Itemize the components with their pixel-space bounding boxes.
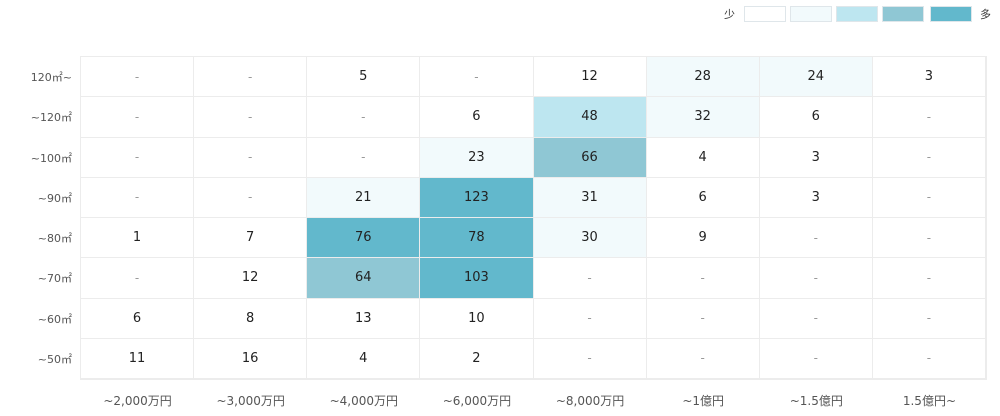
heatmap-cell: - xyxy=(307,137,421,178)
heatmap-cell: - xyxy=(81,258,195,299)
row-label: ~90㎡ xyxy=(37,191,72,205)
row-label: ~120㎡ xyxy=(30,111,72,125)
heatmap-cell: - xyxy=(194,137,308,178)
heatmap-cell: - xyxy=(872,177,986,218)
heatmap-cell: - xyxy=(81,57,195,98)
heatmap-cell: 3 xyxy=(759,177,873,218)
legend-swatch-4 xyxy=(882,6,924,22)
legend-swatch-2 xyxy=(790,6,832,22)
row-label: ~50㎡ xyxy=(37,352,72,366)
heatmap-cell: - xyxy=(81,177,195,218)
heatmap-cell: 3 xyxy=(759,137,873,178)
heatmap-cell: 16 xyxy=(194,338,308,379)
heatmap-cell: - xyxy=(81,137,195,178)
heatmap-cell: 9 xyxy=(646,218,760,259)
heatmap-cell: 32 xyxy=(646,97,760,138)
heatmap-cell: 21 xyxy=(307,177,421,218)
heatmap-cell: 31 xyxy=(533,177,647,218)
heatmap-cell: 8 xyxy=(194,298,308,339)
heatmap-cell: 6 xyxy=(646,177,760,218)
heatmap-cell: 3 xyxy=(872,57,986,98)
row-label: 120㎡~ xyxy=(30,71,72,85)
heatmap-cell: 5 xyxy=(307,57,421,98)
heatmap-cell: 30 xyxy=(533,218,647,259)
heatmap-cell: - xyxy=(759,258,873,299)
heatmap-cell: 78 xyxy=(420,218,534,259)
heatmap-cell: 10 xyxy=(420,298,534,339)
legend-low-label: 少 xyxy=(724,8,735,21)
heatmap-cell: 66 xyxy=(533,137,647,178)
heatmap-cell: - xyxy=(194,57,308,98)
column-label: ~3,000万円 xyxy=(216,394,285,408)
heatmap-cell: - xyxy=(646,298,760,339)
heatmap-cell: - xyxy=(872,338,986,379)
heatmap-cell: 28 xyxy=(646,57,760,98)
column-label: 1.5億円~ xyxy=(902,394,956,408)
heatmap-cell: - xyxy=(759,338,873,379)
heatmap-cell: - xyxy=(533,258,647,299)
heatmap-cell: 1 xyxy=(81,218,195,259)
heatmap-cell: 64 xyxy=(307,258,421,299)
heatmap-cell: - xyxy=(420,57,534,98)
heatmap-cell: 4 xyxy=(307,338,421,379)
heatmap-grid: - -5-12 28 24 3- - -6 48 32 6- - - -23 66 4 3- - -21 123 31… xyxy=(80,56,987,380)
heatmap-cell: - xyxy=(872,298,986,339)
heatmap-cell: 103 xyxy=(420,258,534,299)
column-label: ~8,000万円 xyxy=(555,394,625,408)
heatmap-cell: - xyxy=(533,298,647,339)
heatmap-cell: - xyxy=(646,258,760,299)
heatmap-cell: - xyxy=(194,97,308,138)
column-label: ~4,000万円 xyxy=(329,394,399,408)
heatmap-cell: 11 xyxy=(81,338,195,379)
legend-high-label: 多 xyxy=(980,8,991,21)
heatmap-cell: - xyxy=(872,258,986,299)
heatmap-cell: 12 xyxy=(533,57,647,98)
heatmap-cell: - xyxy=(81,97,195,138)
heatmap-cell: - xyxy=(759,298,873,339)
heatmap-cell: 6 xyxy=(420,97,534,138)
heatmap-cell: - xyxy=(194,177,308,218)
heatmap-cell: 76 xyxy=(307,218,421,259)
column-label: ~1.5億円 xyxy=(789,394,843,408)
heatmap-cell: - xyxy=(646,338,760,379)
heatmap-cell: 123 xyxy=(420,177,534,218)
heatmap-cell: 48 xyxy=(533,97,647,138)
heatmap-cell: - xyxy=(872,137,986,178)
heatmap-cell: 23 xyxy=(420,137,534,178)
heatmap-cell: 13 xyxy=(307,298,421,339)
heatmap-cell: - xyxy=(307,97,421,138)
heatmap-cell: 2 xyxy=(420,338,534,379)
heatmap-cell: 12 xyxy=(194,258,308,299)
heatmap-cell: - xyxy=(872,218,986,259)
column-label: ~1億円 xyxy=(682,394,725,408)
row-label: ~70㎡ xyxy=(37,272,72,286)
row-label: ~80㎡ xyxy=(37,232,72,246)
heatmap-cell: 24 xyxy=(759,57,873,98)
heatmap-cell: 6 xyxy=(759,97,873,138)
heatmap-cell: - xyxy=(759,218,873,259)
heatmap-cell: - xyxy=(872,97,986,138)
legend-swatch-1 xyxy=(744,6,786,22)
legend-swatch-3 xyxy=(836,6,878,22)
row-label: ~60㎡ xyxy=(37,312,72,326)
heatmap-cell: - xyxy=(533,338,647,379)
heatmap-cell: 4 xyxy=(646,137,760,178)
legend-swatch-5 xyxy=(930,6,972,22)
column-label: ~6,000万円 xyxy=(442,394,512,408)
heatmap-cell: 6 xyxy=(81,298,195,339)
row-label: ~100㎡ xyxy=(30,151,72,165)
heatmap-cell: 7 xyxy=(194,218,308,259)
column-label: ~2,000万円 xyxy=(103,394,172,408)
